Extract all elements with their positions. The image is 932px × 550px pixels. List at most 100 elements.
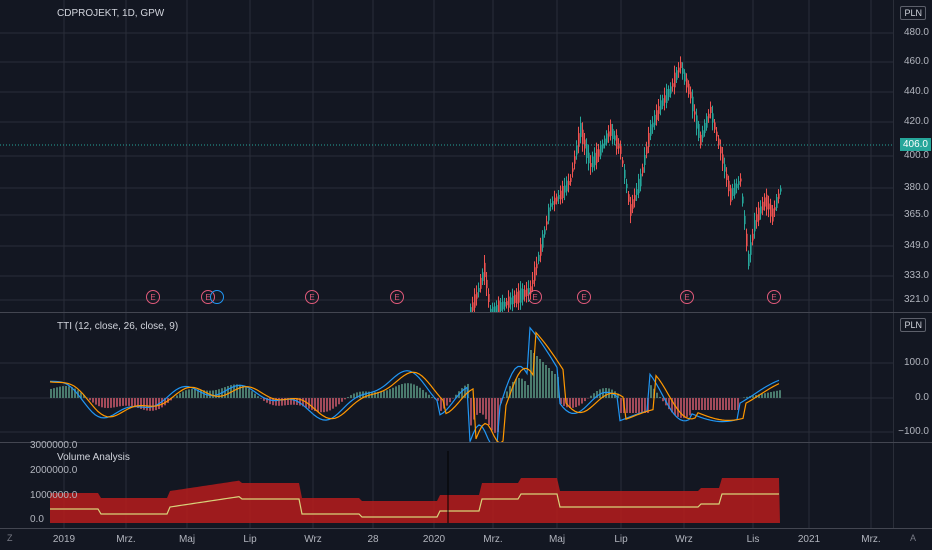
candle-body: [480, 277, 482, 289]
candle-body: [518, 290, 520, 303]
candle-body: [488, 293, 490, 303]
histogram-bar: [59, 386, 61, 398]
histogram-bar: [536, 356, 538, 398]
histogram-bar: [677, 398, 679, 417]
symbol-title: CDPROJEKT, 1D, GPW: [57, 8, 165, 19]
candle-body: [780, 188, 782, 192]
time-tick: 2019: [52, 534, 76, 545]
price-axis[interactable]: PLN 480.0 460.0 440.0 420.0 400.0 380.0 …: [893, 0, 932, 312]
histogram-bar: [419, 387, 421, 398]
histogram-bar: [92, 398, 94, 403]
histogram-bar: [533, 353, 535, 398]
candle-body: [620, 146, 622, 154]
candle-body: [772, 208, 774, 222]
price-pane[interactable]: CDPROJEKT, 1D, GPW: [0, 0, 893, 312]
earnings-marker[interactable]: E: [767, 290, 781, 304]
candle-body: [574, 156, 576, 164]
histogram-bar: [572, 398, 574, 408]
histogram-bar: [155, 398, 157, 411]
candle-body: [474, 294, 476, 308]
oscillator-pane[interactable]: TTI (12, close, 26, close, 9): [0, 313, 893, 442]
histogram-bar: [770, 392, 772, 398]
candle-body: [502, 301, 504, 310]
candle-body: [568, 181, 570, 185]
auto-scale-button[interactable]: A: [910, 533, 917, 543]
candle-body: [654, 114, 656, 126]
histogram-bar: [491, 398, 493, 431]
histogram-bar: [686, 398, 688, 418]
currency-badge[interactable]: PLN: [900, 6, 926, 20]
histogram-bar: [53, 388, 55, 398]
candle-body: [724, 164, 726, 172]
volume-pane[interactable]: Volume Analysis: [0, 443, 893, 528]
earnings-marker[interactable]: E: [390, 290, 404, 304]
candle-body: [560, 190, 562, 200]
candle-body: [680, 62, 682, 68]
candle-body: [766, 194, 768, 210]
histogram-bar: [506, 391, 508, 398]
price-tick: 400.0: [903, 150, 929, 161]
histogram-bar: [413, 384, 415, 398]
candle-body: [512, 295, 514, 305]
histogram-bar: [593, 393, 595, 398]
histogram-bar: [398, 385, 400, 398]
oscillator-chart[interactable]: [0, 313, 893, 442]
price-tick: 420.0: [903, 116, 929, 127]
candle-body: [738, 181, 740, 185]
earnings-marker[interactable]: E: [305, 290, 319, 304]
histogram-bar: [659, 396, 661, 398]
time-tick: Lis: [746, 534, 760, 545]
pane-separator[interactable]: [0, 442, 932, 443]
histogram-bar: [134, 398, 136, 408]
histogram-bar: [719, 398, 721, 410]
histogram-bar: [617, 393, 619, 398]
histogram-bar: [227, 386, 229, 398]
candle-body: [770, 204, 772, 217]
candle-body: [778, 193, 780, 199]
pane-separator[interactable]: [0, 312, 932, 313]
histogram-bar: [62, 386, 64, 398]
timezone-button[interactable]: Z: [7, 533, 13, 543]
earnings-marker[interactable]: E: [680, 290, 694, 304]
histogram-bar: [695, 398, 697, 410]
candle-body: [756, 214, 758, 222]
earnings-marker[interactable]: E: [146, 290, 160, 304]
histogram-bar: [446, 398, 448, 406]
candle-body: [632, 199, 634, 209]
histogram-bar: [317, 398, 319, 412]
volume-chart[interactable]: [0, 443, 893, 528]
currency-badge[interactable]: PLN: [900, 318, 926, 332]
candle-body: [616, 135, 618, 149]
histogram-bar: [758, 394, 760, 398]
time-tick: Wrz: [304, 534, 322, 545]
time-axis[interactable]: 2019 Mrz. Maj Lip Wrz 28 2020 Mrz. Maj L…: [0, 529, 932, 550]
oscillator-axis[interactable]: PLN 100.0 0.0 −100.0: [893, 313, 932, 442]
histogram-bar: [248, 388, 250, 398]
histogram-bar: [779, 390, 781, 398]
histogram-bar: [635, 398, 637, 413]
earnings-marker[interactable]: E: [528, 290, 542, 304]
histogram-bar: [137, 398, 139, 408]
histogram-bar: [122, 398, 124, 406]
dividend-marker[interactable]: [210, 290, 224, 304]
price-chart[interactable]: [0, 0, 893, 312]
histogram-bar: [119, 398, 121, 407]
histogram-bar: [257, 396, 259, 398]
volume-tick: 3000000.0: [30, 440, 78, 451]
candle-body: [610, 124, 612, 136]
candle-body: [554, 197, 556, 205]
time-tick: Maj: [548, 534, 566, 545]
current-price-tag: 406.0: [899, 138, 931, 151]
candle-body: [702, 130, 704, 138]
histogram-bar: [704, 398, 706, 410]
earnings-marker[interactable]: E: [577, 290, 591, 304]
candle-body: [496, 305, 498, 312]
candle-body: [494, 306, 496, 312]
time-axis-separator: [0, 528, 932, 529]
candle-body: [514, 294, 516, 303]
histogram-bar: [233, 384, 235, 398]
candle-body: [634, 195, 636, 201]
histogram-bar: [224, 387, 226, 398]
histogram-bar: [734, 398, 736, 410]
candle-body: [742, 196, 744, 204]
